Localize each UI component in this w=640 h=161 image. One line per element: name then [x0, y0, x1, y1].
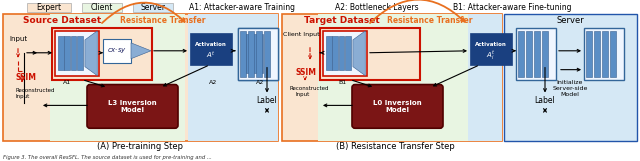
- Text: B1: Attacker-aware Fine-tuning: B1: Attacker-aware Fine-tuning: [452, 3, 572, 12]
- Bar: [3, 14, 278, 141]
- Bar: [77, 36, 83, 70]
- Bar: [52, 28, 152, 80]
- Text: SSIM: SSIM: [296, 68, 317, 77]
- Bar: [542, 31, 548, 77]
- Text: Figure 3. The overall ResSFL. The source dataset is used for pre-training and ..: Figure 3. The overall ResSFL. The source…: [3, 155, 212, 160]
- Text: Resistance Transfer: Resistance Transfer: [387, 15, 473, 24]
- Text: B1: B1: [338, 80, 346, 85]
- Bar: [584, 28, 624, 80]
- Bar: [323, 31, 367, 76]
- Bar: [188, 14, 278, 141]
- Bar: [50, 14, 185, 141]
- Bar: [248, 31, 254, 77]
- Bar: [602, 31, 608, 77]
- Text: A2: Bottleneck Layers: A2: Bottleneck Layers: [335, 3, 419, 12]
- Text: Label: Label: [257, 96, 277, 105]
- Bar: [332, 36, 338, 70]
- Text: Input: Input: [295, 92, 309, 97]
- Text: L0 Inversion
Model: L0 Inversion Model: [373, 100, 422, 113]
- Bar: [71, 36, 76, 70]
- Text: A2: A2: [209, 80, 217, 85]
- Text: $A^t$: $A^t$: [206, 49, 216, 60]
- Bar: [318, 14, 468, 141]
- Bar: [470, 33, 512, 65]
- Bar: [258, 34, 264, 73]
- Text: Label: Label: [534, 96, 556, 105]
- Text: (A) Pre-training Step: (A) Pre-training Step: [97, 142, 183, 151]
- Bar: [282, 14, 502, 141]
- Text: A1: Attacker-aware Training: A1: Attacker-aware Training: [189, 3, 295, 12]
- Bar: [610, 31, 616, 77]
- Bar: [190, 33, 232, 65]
- Bar: [468, 14, 502, 141]
- Bar: [264, 31, 270, 77]
- Bar: [252, 34, 257, 73]
- Text: $cx{\cdot}sy$: $cx{\cdot}sy$: [107, 46, 127, 55]
- Text: A1: A1: [63, 80, 71, 85]
- FancyBboxPatch shape: [352, 85, 443, 128]
- Text: L3 Inversion
Model: L3 Inversion Model: [108, 100, 157, 113]
- Text: Target Dataset: Target Dataset: [304, 15, 380, 24]
- Text: Server: Server: [141, 3, 166, 12]
- Bar: [82, 3, 122, 12]
- Bar: [504, 14, 637, 141]
- Text: Input: Input: [9, 36, 27, 42]
- Bar: [320, 28, 420, 80]
- Text: Expert: Expert: [36, 3, 61, 12]
- Text: Client: Client: [91, 3, 113, 12]
- Bar: [526, 31, 532, 77]
- Polygon shape: [353, 31, 365, 76]
- Text: Activation: Activation: [195, 43, 227, 47]
- Text: Client Input: Client Input: [283, 32, 319, 37]
- Bar: [240, 31, 246, 77]
- Text: Reconstructed: Reconstructed: [16, 88, 56, 93]
- Bar: [65, 36, 70, 70]
- Text: SSIM: SSIM: [15, 73, 36, 82]
- Bar: [516, 28, 556, 80]
- Bar: [518, 31, 524, 77]
- Bar: [241, 34, 246, 73]
- Text: A2: A2: [256, 80, 264, 85]
- Text: Initialize
Server-side
Model: Initialize Server-side Model: [552, 80, 588, 97]
- Text: Activation: Activation: [475, 43, 507, 47]
- Text: Source Dataset: Source Dataset: [23, 15, 101, 24]
- Text: Server: Server: [556, 15, 584, 24]
- Bar: [27, 3, 71, 12]
- Polygon shape: [85, 31, 97, 76]
- Bar: [238, 28, 278, 80]
- Bar: [326, 36, 332, 70]
- Polygon shape: [131, 43, 151, 59]
- Bar: [55, 31, 99, 76]
- Bar: [58, 36, 63, 70]
- Bar: [246, 34, 252, 73]
- Bar: [534, 31, 540, 77]
- Bar: [133, 3, 173, 12]
- Bar: [345, 36, 351, 70]
- Text: Reconstructed: Reconstructed: [290, 86, 330, 91]
- Bar: [339, 36, 344, 70]
- Bar: [594, 31, 600, 77]
- Bar: [586, 31, 592, 77]
- Text: Input: Input: [16, 94, 30, 99]
- Bar: [256, 31, 262, 77]
- FancyBboxPatch shape: [87, 85, 178, 128]
- Text: Resistance Transfer: Resistance Transfer: [120, 15, 205, 24]
- Bar: [103, 39, 131, 63]
- Text: $A_i^t$: $A_i^t$: [486, 48, 496, 61]
- Bar: [238, 28, 278, 80]
- Text: (B) Resistance Transfer Step: (B) Resistance Transfer Step: [335, 142, 454, 151]
